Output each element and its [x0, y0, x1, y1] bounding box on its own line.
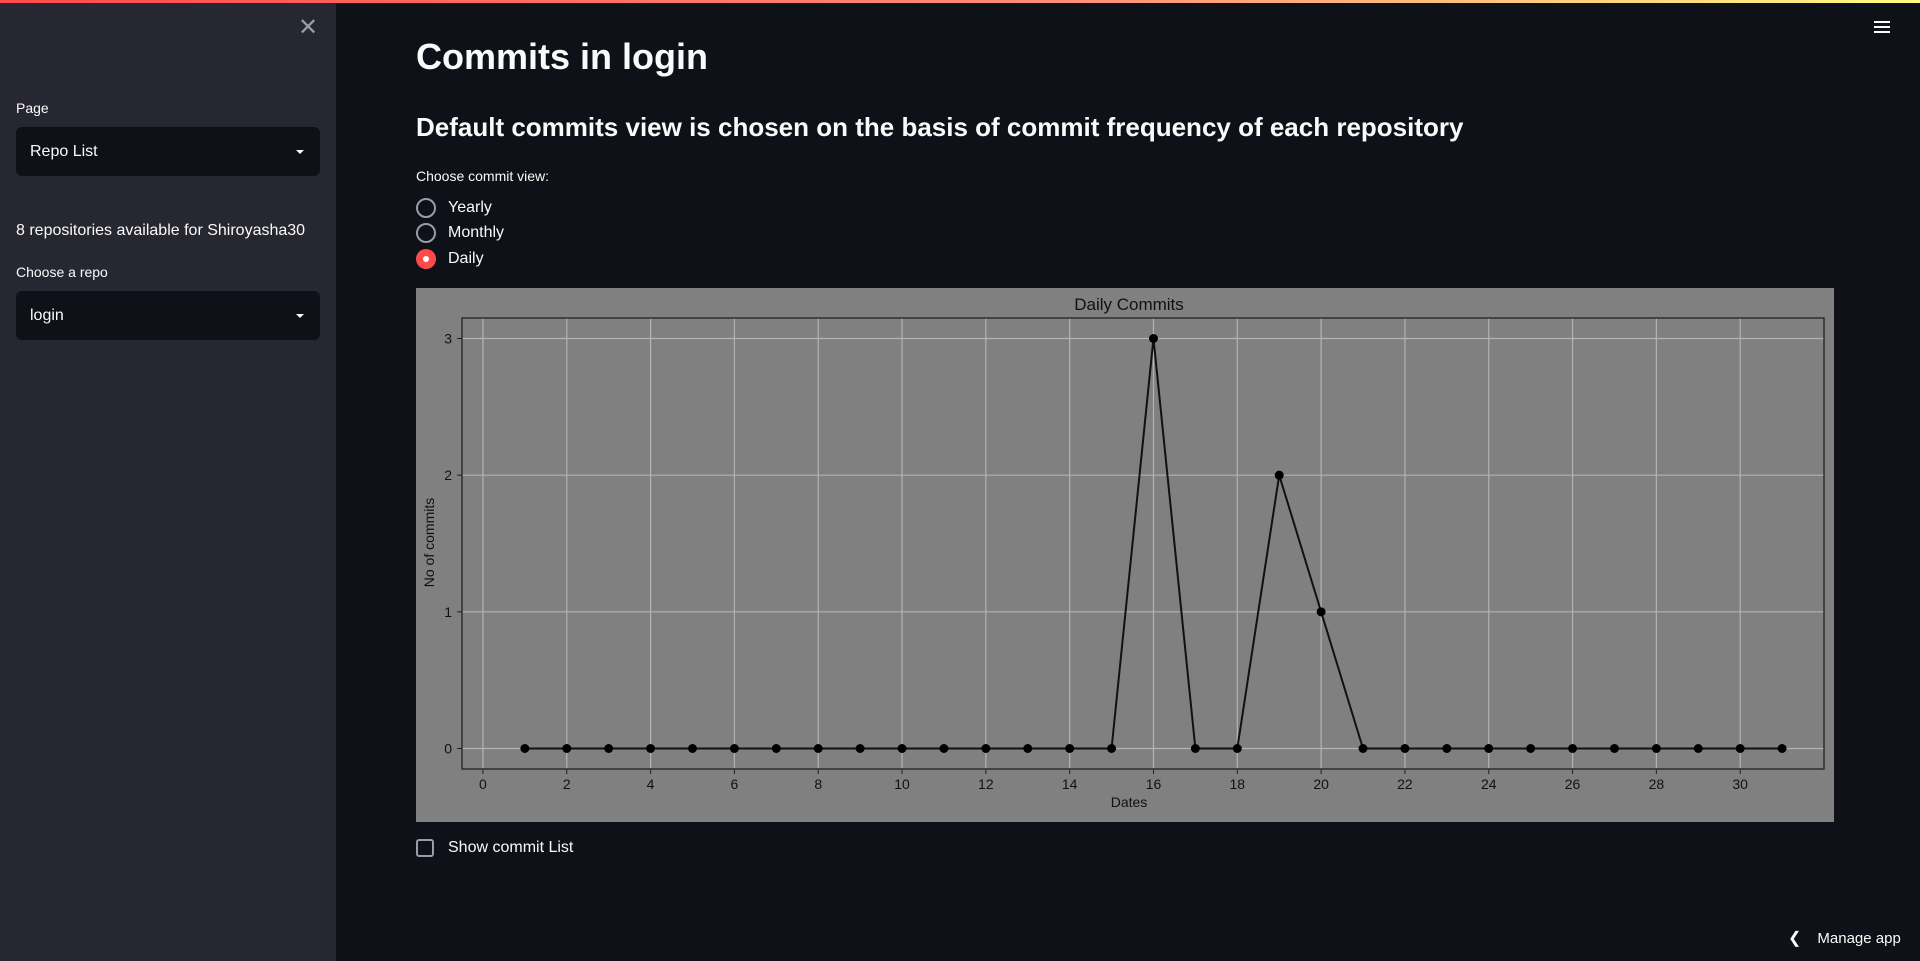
data-point [939, 744, 949, 753]
radio-daily[interactable]: Daily [416, 249, 484, 269]
data-point [1316, 607, 1326, 617]
data-point [1568, 744, 1578, 753]
y-tick-label: 0 [444, 741, 452, 757]
x-tick-label: 12 [978, 776, 994, 792]
radio-circle[interactable] [416, 198, 436, 218]
y-tick-label: 3 [444, 331, 452, 347]
x-tick-label: 28 [1649, 776, 1665, 792]
repo-select-value: login [30, 306, 64, 324]
y-axis-label: No of commits [421, 498, 437, 587]
daily-commits-chart: 0 2 4 6 8 10 12 14 16 18 20 22 24 26 28 30 0 1 2 3 Daily Com… [416, 288, 1834, 822]
show-commit-list-checkbox[interactable]: Show commit List [416, 839, 573, 857]
commit-view-label: Choose commit view: [416, 168, 550, 184]
data-point [1065, 744, 1075, 753]
data-point [1442, 744, 1452, 753]
data-point [646, 744, 656, 753]
sidebar: ✕ Page Repo List 8 repositories availabl… [0, 0, 336, 961]
radio-yearly[interactable]: Yearly [416, 198, 492, 218]
plot-frame [461, 317, 1825, 770]
x-tick-label: 14 [1062, 776, 1078, 792]
y-tick-label: 1 [444, 604, 452, 620]
hamburger-menu-icon[interactable] [1872, 18, 1892, 38]
data-point [1400, 744, 1410, 753]
x-tick-label: 2 [563, 776, 571, 792]
data-point [520, 744, 530, 753]
radio-circle[interactable] [416, 223, 436, 243]
x-tick-label: 10 [894, 776, 910, 792]
data-point [604, 744, 614, 753]
x-tick-label: 22 [1397, 776, 1413, 792]
radio-label: Monthly [448, 224, 505, 241]
chevron-left-icon: ❮ [1788, 930, 1802, 947]
data-point [1777, 744, 1787, 753]
close-icon[interactable]: ✕ [297, 14, 319, 41]
data-point [1651, 744, 1661, 753]
data-point [1693, 744, 1703, 753]
x-tick-label: 4 [647, 776, 655, 792]
data-point [1526, 744, 1536, 753]
radio-label: Daily [448, 250, 484, 267]
x-tick-label: 8 [814, 776, 822, 792]
data-point [1274, 470, 1284, 480]
data-point [1023, 744, 1033, 753]
data-point [1735, 744, 1745, 753]
checkbox-label: Show commit List [448, 839, 574, 856]
radio-label: Yearly [448, 199, 492, 216]
repo-select[interactable]: login [16, 291, 320, 340]
chevron-down-icon [296, 149, 304, 154]
data-point [855, 744, 865, 753]
page-select-value: Repo List [30, 142, 98, 160]
data-point [981, 744, 991, 753]
x-axis-label: Dates [1111, 794, 1148, 810]
top-decoration-bar [0, 0, 1920, 3]
data-point [1148, 334, 1158, 343]
data-point [897, 744, 907, 753]
x-tick-label: 18 [1230, 776, 1246, 792]
manage-app-label: Manage app [1817, 929, 1901, 947]
x-tick-label: 24 [1481, 776, 1497, 792]
page-title: Commits in login [416, 36, 708, 77]
radio-monthly[interactable]: Monthly [416, 223, 504, 243]
x-tick-label: 20 [1313, 776, 1329, 792]
radio-circle[interactable] [416, 249, 436, 269]
data-point [1190, 744, 1200, 753]
y-tick-label: 2 [444, 467, 452, 483]
page-select[interactable]: Repo List [16, 127, 320, 176]
x-tick-label: 30 [1732, 776, 1748, 792]
x-tick-label: 6 [731, 776, 739, 792]
x-tick-label: 26 [1565, 776, 1581, 792]
data-point [771, 744, 781, 753]
x-tick-label: 0 [479, 776, 487, 792]
page-subtitle: Default commits view is chosen on the ba… [416, 112, 1464, 142]
data-point [1107, 744, 1117, 753]
data-point [562, 744, 572, 753]
chevron-down-icon [296, 313, 304, 318]
repo-label: Choose a repo [16, 264, 108, 280]
checkbox-box[interactable] [416, 839, 434, 857]
repos-available-text: 8 repositories available for Shiroyasha3… [16, 222, 306, 239]
data-point [1484, 744, 1494, 753]
x-tick-label: 16 [1146, 776, 1162, 792]
chart-title: Daily Commits [1074, 295, 1184, 314]
page-label: Page [16, 100, 49, 116]
data-point [1232, 744, 1242, 753]
data-point [813, 744, 823, 753]
data-point [729, 744, 739, 753]
manage-app-button[interactable]: ❮ Manage app [1788, 928, 1901, 948]
data-point [687, 744, 697, 753]
data-point [1609, 744, 1619, 753]
data-point [1358, 744, 1368, 753]
